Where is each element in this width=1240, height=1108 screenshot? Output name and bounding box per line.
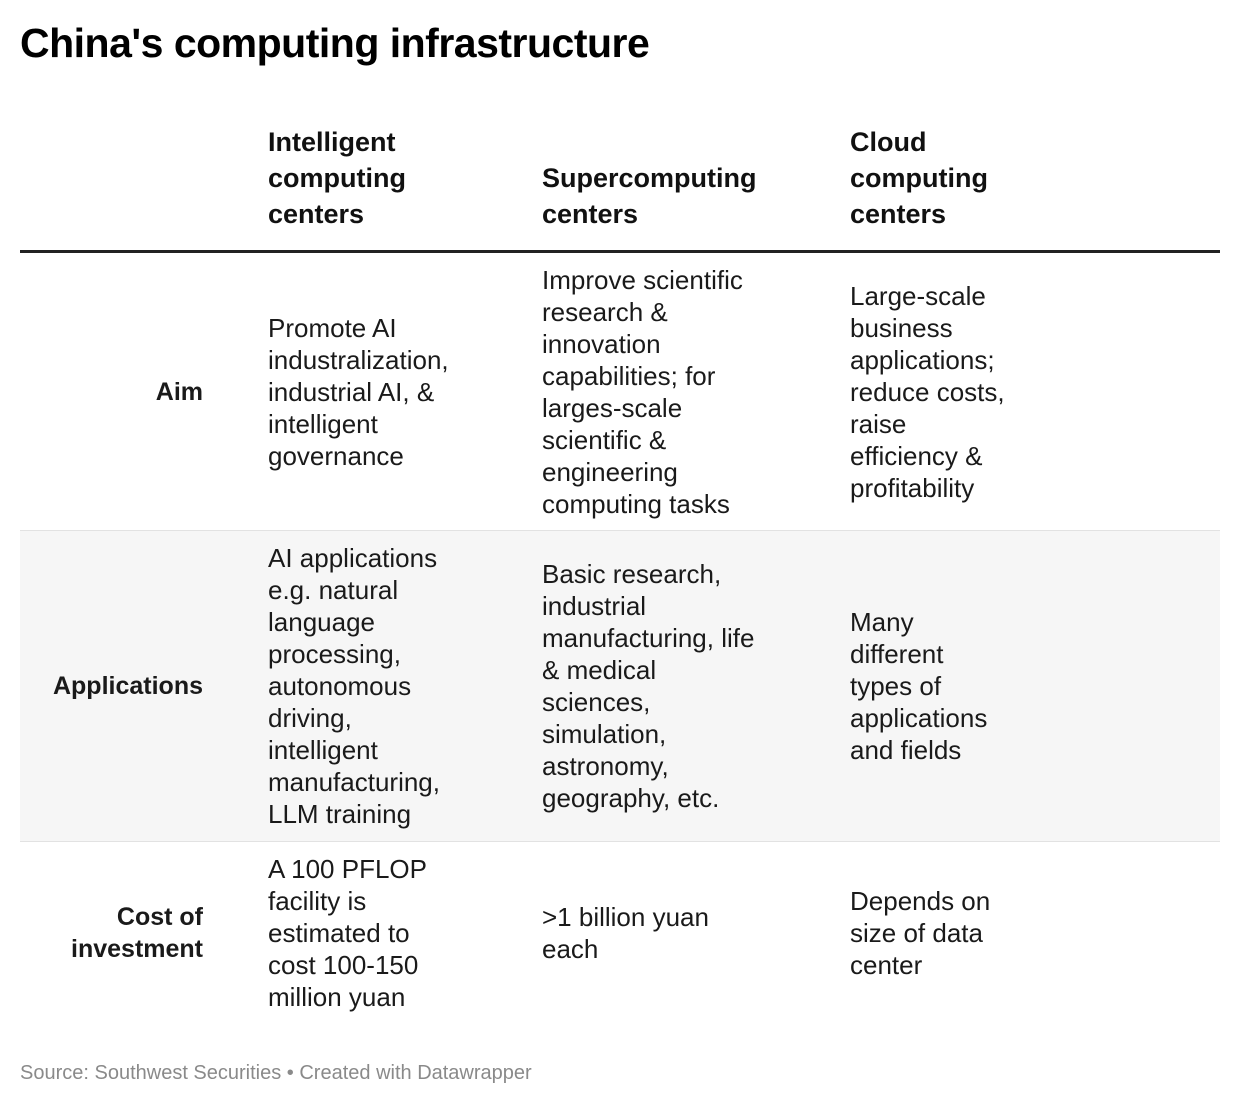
table-row-applications: Applications AI applications e.g. natura…	[20, 531, 1220, 842]
infrastructure-table: Intelligent computing centers Supercompu…	[20, 120, 1220, 1023]
table-cell: Large-scale business applications; reduc…	[850, 280, 1005, 503]
table-cell: Depends on size of data center	[850, 885, 991, 980]
table-cell: Many different types of applications and…	[850, 607, 988, 765]
column-header-intelligent-computing: Intelligent computing centers	[268, 127, 406, 229]
row-label-aim: Aim	[155, 377, 203, 406]
table-cell: Improve scientific research & innovation…	[542, 264, 743, 519]
column-header-blank	[20, 120, 203, 232]
table-row-cost-of-investment: Cost of investment A 100 PFLOP facility …	[20, 842, 1220, 1023]
row-label-applications: Applications	[52, 672, 203, 700]
column-header-cloud-computing: Cloud computing centers	[850, 127, 988, 229]
source-footer: Source: Southwest Securities • Created w…	[20, 1062, 532, 1084]
table-cell: >1 billion yuan each	[542, 901, 709, 964]
table-cell: AI applications e.g. natural language pr…	[268, 543, 440, 829]
table-row-aim: Aim Promote AI industralization, industr…	[20, 253, 1220, 531]
table-cell: Basic research, industrial manufacturing…	[542, 559, 755, 813]
row-label-cost-of-investment: Cost of investment	[71, 902, 203, 963]
table-cell: Promote AI industralization, industrial …	[268, 312, 449, 471]
table-header-row: Intelligent computing centers Supercompu…	[20, 120, 1220, 253]
page-title: China's computing infrastructure	[20, 20, 650, 66]
column-header-supercomputing: Supercomputing centers	[542, 163, 757, 229]
table-cell: A 100 PFLOP facility is estimated to cos…	[268, 853, 427, 1012]
